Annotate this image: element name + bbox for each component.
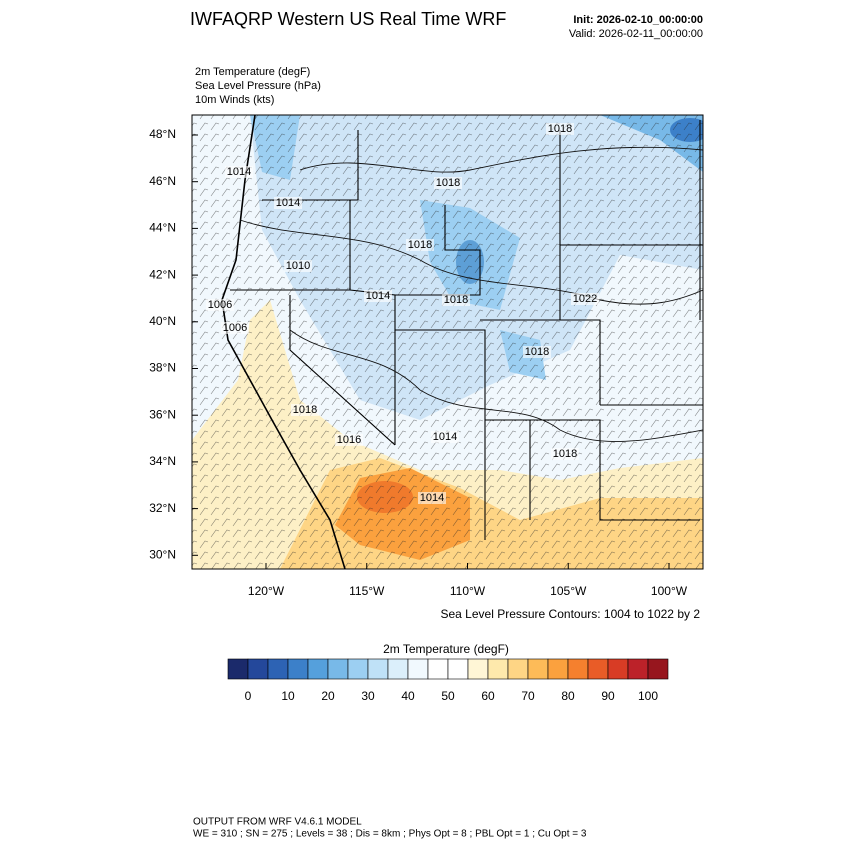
contour-label: 1018: [293, 404, 317, 416]
contour-label: 1018: [553, 448, 577, 460]
contour-label: 1006: [223, 322, 247, 334]
colorbar-title: 2m Temperature (degF): [383, 642, 509, 656]
colorbar-swatch: [287, 658, 309, 680]
contour-label: 1014: [276, 197, 300, 209]
footer-line: OUTPUT FROM WRF V4.6.1 MODEL: [193, 817, 362, 828]
lon-label: 115°W: [349, 584, 385, 598]
colorbar-swatch: [327, 658, 349, 680]
contour-label-bg: [274, 197, 302, 209]
colorbar-tick-label: 30: [361, 689, 375, 703]
colorbar-swatch: [387, 658, 409, 680]
contour-label-bg: [571, 293, 599, 305]
lon-label: 105°W: [550, 584, 587, 598]
colorbar-swatch: [267, 658, 289, 680]
contour-label-bg: [291, 404, 319, 416]
contour-label: 1006: [208, 299, 232, 311]
contour-label: 1014: [433, 431, 457, 443]
colorbar-swatch: [307, 658, 329, 680]
lat-label: 32°N: [149, 501, 176, 515]
colorbar-tick-label: 40: [401, 689, 415, 703]
colorbar-swatch: [627, 658, 649, 680]
colorbar-swatch: [467, 658, 489, 680]
colorbar-tick-label: 90: [601, 689, 615, 703]
colorbar-swatch: [407, 658, 429, 680]
contour-label-bg: [551, 448, 579, 460]
colorbar-tick-label: 60: [481, 689, 495, 703]
lon-label: 110°W: [450, 584, 486, 598]
colorbar-swatch: [527, 658, 549, 680]
lat-label: 38°N: [149, 361, 176, 375]
contour-label-bg: [523, 346, 551, 358]
lat-label: 34°N: [149, 454, 176, 468]
colorbar-tick-label: 10: [281, 689, 295, 703]
colorbar-swatch: [547, 658, 569, 680]
contour-label: 1016: [337, 434, 361, 446]
contour-label: 1018: [548, 123, 572, 135]
field-label: 2m Temperature (degF): [195, 66, 310, 78]
colorbar-swatch: [487, 658, 509, 680]
lat-label: 30°N: [149, 547, 176, 561]
contour-note: Sea Level Pressure Contours: 1004 to 102…: [441, 607, 701, 621]
contour-label: 1018: [436, 177, 460, 189]
colorbar-swatch: [647, 658, 669, 680]
contour-label-bg: [221, 322, 249, 334]
colorbar-swatch: [567, 658, 589, 680]
lat-label: 48°N: [149, 127, 176, 141]
map: 1018 1014 1014 1018 1018 1010 1014 1018 1022 1006…: [192, 115, 703, 569]
contour-label-bg: [335, 434, 363, 446]
lat-label: 36°N: [149, 407, 176, 421]
colorbar-swatch: [427, 658, 449, 680]
field-label: 10m Winds (kts): [195, 94, 274, 106]
colorbar-tick-label: 70: [521, 689, 535, 703]
colorbar-swatch: [587, 658, 609, 680]
colorbar-tick-label: 20: [321, 689, 335, 703]
contour-label-bg: [434, 177, 462, 189]
contour-label-bg: [431, 431, 459, 443]
contour-label: 1014: [227, 166, 251, 178]
contour-label-bg: [418, 492, 446, 504]
contour-label: 1014: [420, 492, 444, 504]
colorbar-tick-label: 100: [638, 689, 658, 703]
colorbar-tick-label: 0: [245, 689, 252, 703]
contour-label-bg: [225, 166, 253, 178]
lat-label: 46°N: [149, 174, 176, 188]
contour-label: 1018: [444, 294, 468, 306]
contour-label-bg: [364, 290, 392, 302]
contour-label-bg: [206, 299, 234, 311]
lon-label: 100°W: [651, 584, 688, 598]
colorbar-swatch: [367, 658, 389, 680]
lon-label: 120°W: [248, 584, 285, 598]
contour-label: 1010: [286, 260, 310, 272]
valid-time: Valid: 2026-02-11_00:00:00: [569, 28, 703, 40]
contour-label-bg: [284, 260, 312, 272]
colorbar-swatch: [607, 658, 629, 680]
colorbar-swatch: [447, 658, 469, 680]
contour-label-bg: [406, 239, 434, 251]
init-time: Init: 2026-02-10_00:00:00: [573, 14, 703, 26]
lat-label: 44°N: [149, 221, 176, 235]
colorbar-swatch: [347, 658, 369, 680]
lat-label: 40°N: [149, 314, 176, 328]
contour-label: 1022: [573, 293, 597, 305]
contour-label: 1014: [366, 290, 390, 302]
lat-label: 42°N: [149, 267, 176, 281]
contour-label: 1018: [408, 239, 432, 251]
colorbar-swatch: [507, 658, 529, 680]
contour-label: 1018: [525, 346, 549, 358]
contour-label-bg: [546, 123, 574, 135]
colorbar-swatch: [247, 658, 269, 680]
colorbar-swatch: [227, 658, 249, 680]
contour-label-bg: [442, 294, 470, 306]
colorbar-tick-label: 80: [561, 689, 575, 703]
footer-line: WE = 310 ; SN = 275 ; Levels = 38 ; Dis …: [193, 829, 587, 840]
field-label: Sea Level Pressure (hPa): [195, 80, 321, 92]
map-frame: [191, 114, 704, 570]
title: IWFAQRP Western US Real Time WRF: [190, 9, 506, 29]
colorbar-tick-label: 50: [441, 689, 455, 703]
